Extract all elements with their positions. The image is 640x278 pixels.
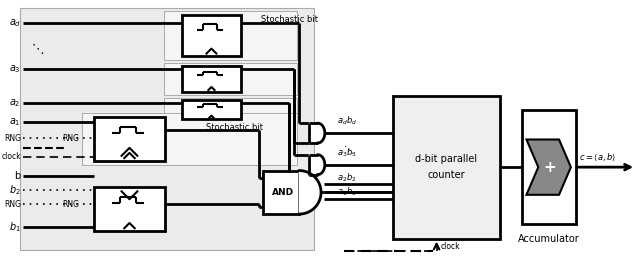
Text: b: b: [15, 170, 21, 180]
Text: Stochastic bit: Stochastic bit: [205, 123, 262, 132]
Polygon shape: [300, 171, 321, 214]
Polygon shape: [309, 123, 324, 143]
Bar: [94, 187, 165, 231]
Text: clock: clock: [1, 152, 21, 161]
Text: $a_2$: $a_2$: [10, 98, 21, 109]
Bar: [182, 14, 241, 56]
Bar: [182, 100, 241, 119]
Text: $b_2$: $b_2$: [9, 183, 21, 197]
Polygon shape: [527, 140, 571, 195]
Text: $a_3b_3$: $a_3b_3$: [337, 146, 356, 159]
Text: counter: counter: [428, 170, 465, 180]
Text: RNG: RNG: [4, 133, 21, 143]
Text: $a_1$: $a_1$: [9, 116, 21, 128]
Text: RNG: RNG: [4, 200, 21, 209]
Bar: [164, 98, 298, 121]
Text: Accumulator: Accumulator: [518, 234, 580, 244]
Text: RNG: RNG: [62, 200, 79, 209]
Text: +: +: [543, 160, 556, 175]
Text: $a_d$: $a_d$: [8, 18, 21, 29]
Text: $a_3$: $a_3$: [9, 63, 21, 75]
Bar: [94, 117, 165, 161]
Text: $c = \langle a,b\rangle$: $c = \langle a,b\rangle$: [579, 152, 616, 163]
Bar: [182, 66, 241, 92]
Text: $b_1$: $b_1$: [9, 220, 21, 234]
Text: clock: clock: [440, 242, 460, 251]
Text: ⋱: ⋱: [344, 145, 353, 155]
Text: $a_1b_1$: $a_1b_1$: [337, 186, 356, 198]
Text: AND: AND: [272, 188, 294, 197]
Text: RNG: RNG: [62, 133, 79, 143]
Bar: [393, 96, 500, 239]
Bar: [164, 63, 298, 95]
Text: d-bit parallel: d-bit parallel: [415, 154, 477, 164]
Text: $a_db_d$: $a_db_d$: [337, 115, 357, 127]
Text: $a_2b_2$: $a_2b_2$: [337, 172, 356, 184]
Bar: [263, 171, 300, 214]
Text: ⋱: ⋱: [31, 43, 44, 56]
Bar: [82, 113, 298, 165]
Text: Stochastic bit: Stochastic bit: [261, 15, 318, 24]
Bar: [164, 11, 298, 60]
Polygon shape: [309, 155, 324, 175]
Bar: [522, 110, 576, 224]
Bar: [20, 8, 314, 250]
